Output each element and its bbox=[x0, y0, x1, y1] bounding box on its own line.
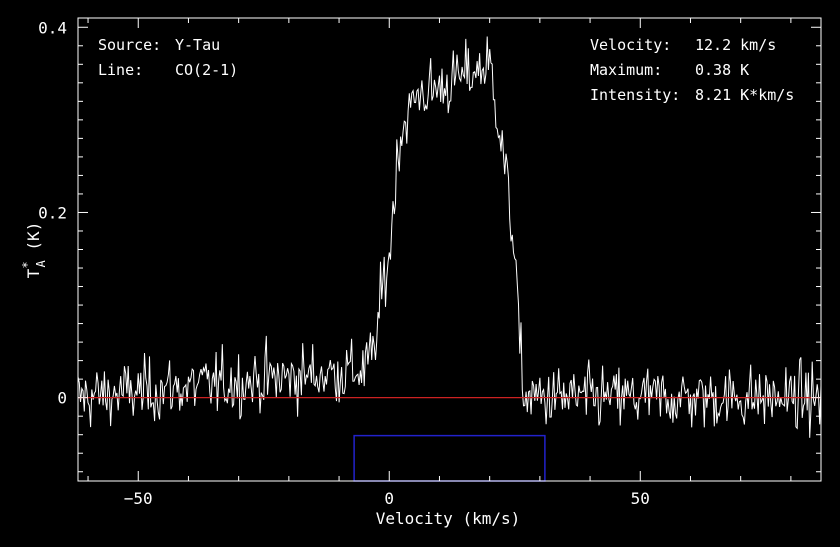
y-axis-title-sub: A bbox=[34, 259, 48, 267]
y-axis-title-unit: (K) bbox=[24, 222, 43, 261]
y-tick-label: 0.4 bbox=[38, 18, 67, 37]
y-tick-label: 0 bbox=[57, 389, 67, 408]
y-axis-title: T*A (K) bbox=[20, 222, 48, 279]
x-tick-label: −50 bbox=[124, 489, 153, 508]
source-label: Source: bbox=[98, 36, 161, 54]
line-value: CO(2-1) bbox=[175, 61, 238, 79]
y-tick-label: 0.2 bbox=[38, 203, 67, 222]
velocity-label: Velocity: bbox=[590, 36, 671, 54]
spectrum-line bbox=[77, 36, 822, 438]
svg-text:T*A (K): T*A (K) bbox=[20, 222, 48, 279]
y-axis-title-sup: * bbox=[20, 261, 34, 268]
intensity-label: Intensity: bbox=[590, 86, 680, 104]
axis-ticks: −50 0 50 0 0.2 0.4 bbox=[38, 18, 821, 508]
intensity-value: 8.21 K*km/s bbox=[695, 86, 794, 104]
x-axis-title: Velocity (km/s) bbox=[376, 509, 521, 528]
y-axis-title-main: T bbox=[24, 268, 43, 278]
x-tick-label: 0 bbox=[384, 489, 394, 508]
maximum-label: Maximum: bbox=[590, 61, 662, 79]
velocity-value: 12.2 km/s bbox=[695, 36, 776, 54]
maximum-value: 0.38 K bbox=[695, 61, 749, 79]
source-value: Y-Tau bbox=[175, 36, 220, 54]
x-tick-label: 50 bbox=[631, 489, 650, 508]
line-label: Line: bbox=[98, 61, 143, 79]
